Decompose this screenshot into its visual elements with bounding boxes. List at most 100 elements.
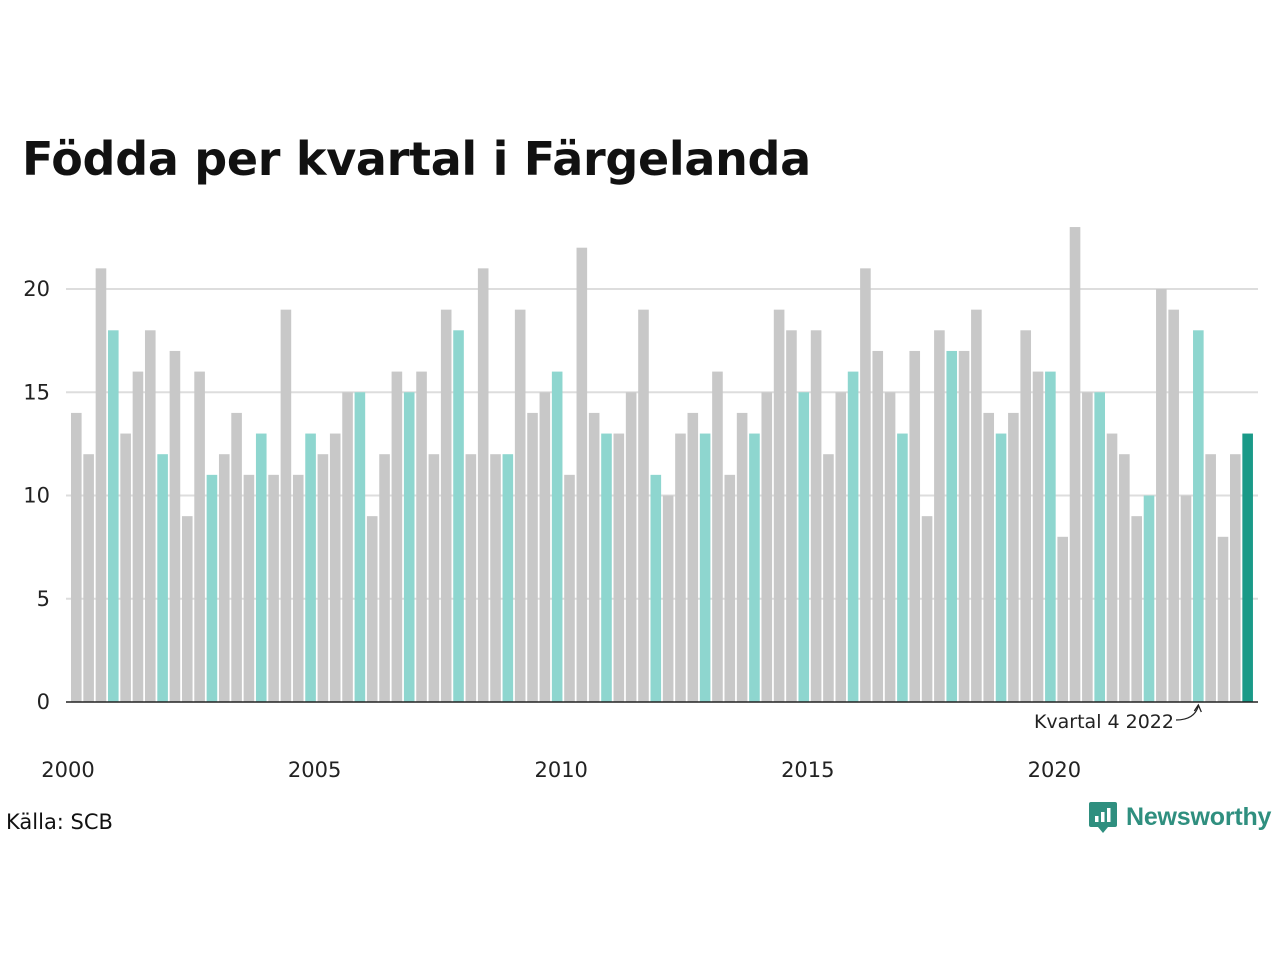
bar-4 [120, 433, 131, 702]
bar-20 [317, 454, 329, 702]
bar-24 [366, 516, 378, 702]
annotation-label: Kvartal 4 2022 [1034, 711, 1174, 733]
bar-25 [379, 454, 390, 702]
bar-35 [502, 454, 514, 702]
bar-14 [243, 474, 255, 702]
bar-12 [218, 454, 230, 702]
bar-87 [1143, 495, 1155, 702]
bar-51 [699, 433, 711, 702]
bar-52 [712, 371, 723, 702]
bar-73 [971, 309, 982, 702]
x-tick-label-0: 2000 [41, 758, 94, 782]
brand-logo: Newsworthy [1088, 800, 1271, 834]
bar-93 [1217, 536, 1229, 702]
bar-37 [527, 412, 538, 702]
bar-89 [1168, 309, 1179, 702]
bar-86 [1131, 516, 1142, 702]
bar-75 [995, 433, 1007, 702]
bar-49 [675, 433, 686, 702]
bar-43 [601, 433, 612, 702]
bar-18 [292, 474, 304, 702]
bar-15 [255, 433, 267, 702]
bar-79 [1045, 371, 1056, 702]
source-note: Källa: SCB [6, 810, 113, 834]
axes: 0 5 10 15 20 2000 2005 2010 2015 2020 [23, 277, 1258, 782]
bar-38 [539, 392, 551, 702]
bar-47 [650, 474, 662, 702]
annotation-arrow [1175, 705, 1199, 721]
bar-19 [305, 433, 316, 702]
bar-82 [1082, 392, 1093, 702]
bar-69 [921, 516, 933, 702]
bar-94 [1230, 454, 1241, 702]
bar-68 [909, 350, 921, 702]
bar-72 [958, 350, 970, 702]
bar-81 [1069, 227, 1081, 703]
bar-50 [687, 412, 699, 702]
bar-23 [354, 392, 366, 702]
bar-95 [1242, 433, 1253, 702]
bar-1 [83, 454, 94, 702]
y-tick-label-0: 0 [37, 690, 50, 714]
bar-28 [416, 371, 427, 702]
bar-57 [773, 309, 785, 702]
x-tick-label-4: 2020 [1028, 758, 1081, 782]
bar-2 [95, 268, 107, 702]
annotation-arrowhead [1193, 703, 1202, 713]
bar-0 [71, 412, 82, 702]
bar-67 [897, 433, 908, 702]
bar-62 [835, 392, 847, 702]
annotation: Kvartal 4 2022 [1034, 703, 1202, 733]
bar-3 [107, 330, 119, 702]
brand-name: Newsworthy [1126, 802, 1272, 831]
bar-61 [823, 454, 834, 702]
bar-63 [847, 371, 859, 702]
bar-42 [588, 412, 600, 702]
bar-78 [1032, 371, 1044, 702]
bar-58 [786, 330, 797, 702]
bar-91 [1193, 330, 1204, 702]
bar-13 [231, 412, 242, 702]
chart-title: Födda per kvartal i Färgelanda [22, 132, 811, 186]
bars [71, 227, 1253, 703]
bar-45 [625, 392, 637, 702]
bar-88 [1156, 289, 1167, 702]
bar-59 [798, 392, 810, 702]
bar-56 [761, 392, 773, 702]
bar-29 [428, 454, 440, 702]
bar-9 [181, 516, 193, 702]
bar-92 [1205, 454, 1216, 702]
bar-32 [465, 454, 477, 702]
bar-21 [329, 433, 341, 702]
bar-11 [206, 474, 218, 702]
x-tick-label-3: 2015 [781, 758, 834, 782]
bar-22 [342, 392, 353, 702]
x-tick-label-1: 2005 [288, 758, 341, 782]
bar-30 [440, 309, 452, 702]
bar-77 [1020, 330, 1032, 702]
bar-7 [157, 454, 168, 702]
y-tick-label-3: 15 [23, 380, 50, 404]
bar-26 [391, 371, 403, 702]
bar-55 [749, 433, 760, 702]
bar-41 [576, 247, 588, 702]
y-tick-label-1: 5 [37, 587, 50, 611]
bar-33 [477, 268, 489, 702]
bar-16 [268, 474, 279, 702]
bar-54 [736, 412, 748, 702]
bar-8 [169, 350, 181, 702]
bar-27 [403, 392, 415, 702]
bar-39 [551, 371, 563, 702]
bar-90 [1180, 495, 1192, 702]
bar-53 [724, 474, 736, 702]
x-tick-label-2: 2010 [534, 758, 587, 782]
bar-31 [453, 330, 464, 702]
y-tick-label-4: 20 [23, 277, 50, 301]
bar-46 [638, 309, 649, 702]
bar-76 [1008, 412, 1019, 702]
bar-74 [983, 412, 995, 702]
bar-84 [1106, 433, 1118, 702]
bar-5 [132, 371, 144, 702]
bar-10 [194, 371, 205, 702]
